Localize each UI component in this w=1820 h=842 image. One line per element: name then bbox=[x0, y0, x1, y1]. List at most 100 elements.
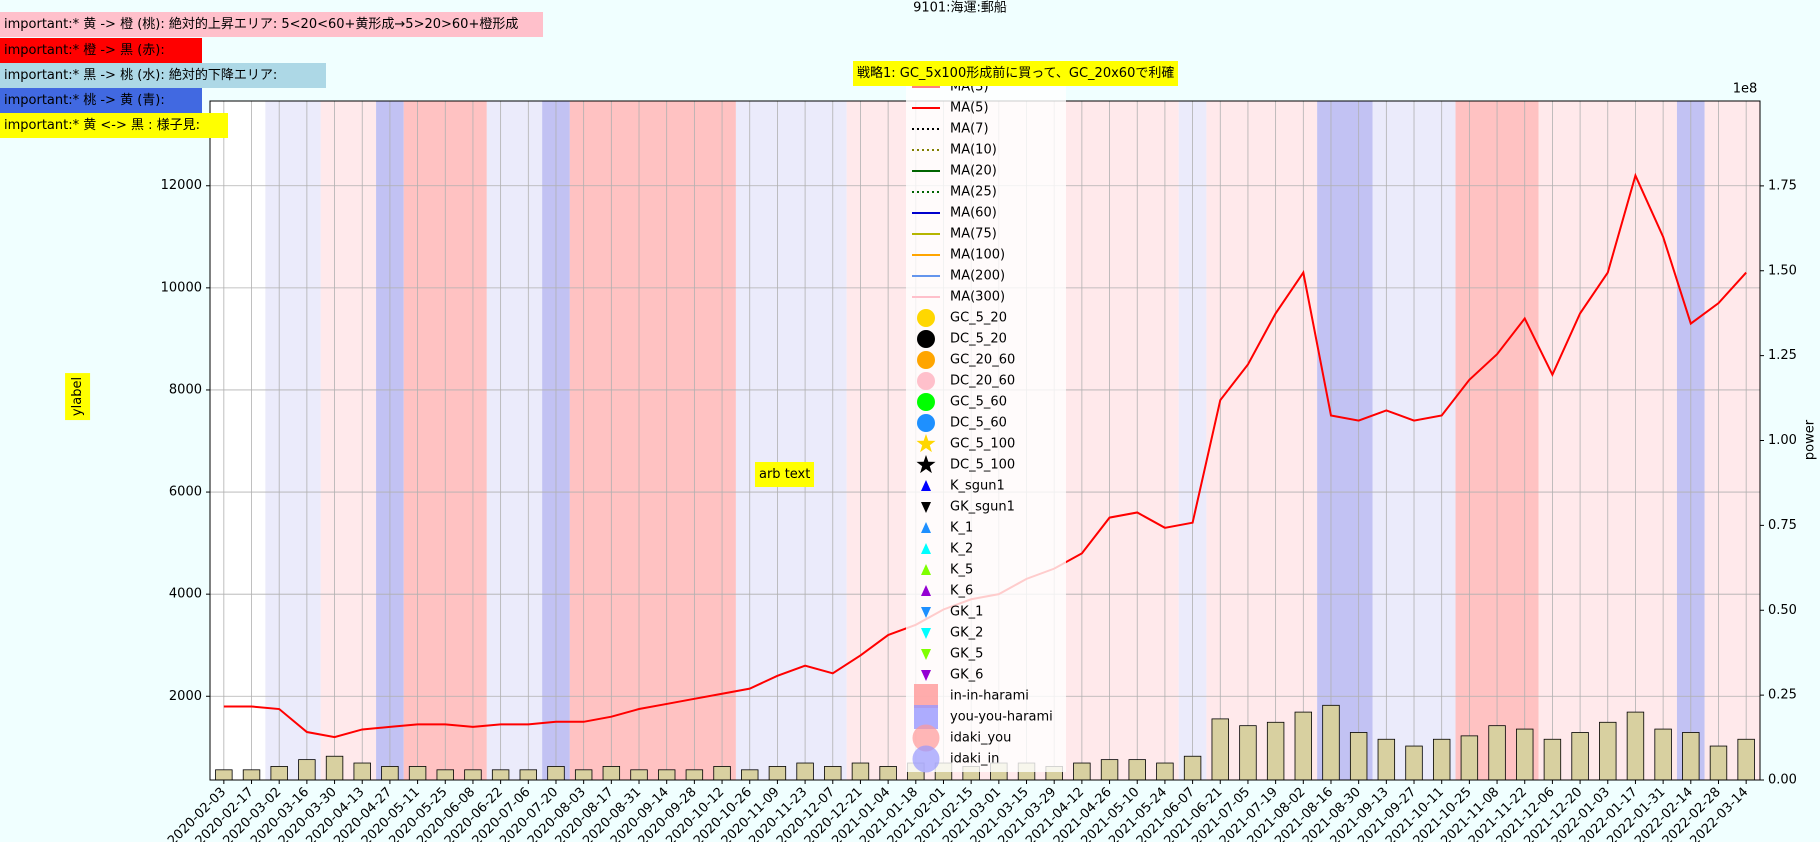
volume-bar bbox=[1183, 755, 1202, 781]
legend-label: MA(60) bbox=[950, 206, 997, 221]
legend-marker bbox=[921, 543, 931, 554]
legend-label: in-in-harami bbox=[950, 689, 1029, 704]
volume-bar bbox=[408, 766, 427, 781]
chart-title: 9101:海運:郵船 bbox=[913, 1, 1007, 16]
legend-marker bbox=[917, 372, 935, 390]
y2-label: power bbox=[1803, 419, 1818, 460]
legend-marker bbox=[912, 745, 940, 773]
annotation: important:* 黄 -> 橙 (桃): 絶対的上昇エリア: 5<20<6… bbox=[0, 12, 543, 37]
volume-bar bbox=[1488, 725, 1506, 781]
legend-label: K_sgun1 bbox=[950, 479, 1005, 494]
legend-marker bbox=[917, 351, 935, 369]
annotation: important:* 黒 -> 桃 (水): 絶対的下降エリア: bbox=[0, 63, 326, 88]
volume-bar bbox=[713, 766, 731, 781]
volume-bar bbox=[547, 766, 565, 781]
volume-bar bbox=[602, 766, 621, 781]
legend-label: K_6 bbox=[950, 584, 973, 599]
legend-label: GC_20_60 bbox=[950, 353, 1015, 368]
annotation: important:* 橙 -> 黒 (赤): bbox=[0, 38, 202, 63]
volume-bar bbox=[381, 766, 399, 781]
volume-bar bbox=[298, 759, 316, 781]
legend-label: idaki_you bbox=[950, 731, 1011, 746]
legend-label: GC_5_60 bbox=[950, 395, 1007, 410]
legend-marker bbox=[921, 522, 931, 533]
volume-bar bbox=[1073, 762, 1091, 781]
legend-marker bbox=[921, 585, 931, 596]
volume-bar bbox=[1349, 732, 1368, 781]
legend-label: MA(10) bbox=[950, 143, 997, 158]
legend-marker bbox=[921, 649, 931, 660]
volume-bar bbox=[879, 766, 897, 781]
legend-label: GK_5 bbox=[950, 647, 983, 662]
legend-label: MA(25) bbox=[950, 185, 997, 200]
volume-bar bbox=[574, 769, 593, 781]
shade-band bbox=[735, 101, 847, 780]
legend-label: DC_20_60 bbox=[950, 374, 1015, 389]
volume-bar bbox=[1239, 725, 1257, 781]
y-label: ylabel bbox=[65, 372, 91, 421]
volume-bar bbox=[768, 766, 787, 781]
legend-marker bbox=[921, 480, 931, 491]
volume-bar bbox=[1654, 728, 1672, 781]
legend-label: MA(5) bbox=[950, 101, 989, 116]
y2-tick-label: 0.25 bbox=[1768, 688, 1797, 703]
volume-bar bbox=[1405, 745, 1423, 781]
legend-label: GC_5_100 bbox=[950, 437, 1015, 452]
volume-bar bbox=[215, 769, 233, 781]
y-tick-label: 8000 bbox=[169, 382, 202, 397]
volume-bar bbox=[464, 769, 482, 781]
volume-bar bbox=[1737, 738, 1755, 781]
volume-bar bbox=[491, 769, 510, 781]
shade-band bbox=[569, 101, 736, 780]
y2-tick-label: 1.00 bbox=[1768, 433, 1797, 448]
volume-bar bbox=[242, 769, 261, 781]
volume-bar bbox=[1100, 759, 1119, 781]
legend-marker bbox=[917, 414, 935, 432]
volume-bar bbox=[657, 769, 676, 781]
volume-bar bbox=[1128, 759, 1146, 781]
volume-bar bbox=[1626, 711, 1645, 781]
y2-tick-label: 1.75 bbox=[1768, 178, 1797, 193]
legend-label: GC_5_20 bbox=[950, 311, 1007, 326]
y-tick-label: 2000 bbox=[169, 689, 202, 704]
volume-bar bbox=[1571, 732, 1589, 781]
y2-tick-label: 1.25 bbox=[1768, 348, 1797, 363]
volume-bar bbox=[1377, 738, 1396, 781]
y2-offset: 1e8 bbox=[1733, 82, 1758, 97]
legend-marker bbox=[914, 684, 938, 708]
legend-label: MA(300) bbox=[950, 290, 1005, 305]
y-tick-label: 6000 bbox=[169, 485, 202, 500]
volume-bar bbox=[630, 769, 648, 781]
legend-marker bbox=[917, 393, 935, 411]
shade-band bbox=[265, 101, 321, 780]
volume-bar bbox=[1266, 721, 1285, 781]
legend-label: DC_5_60 bbox=[950, 416, 1007, 431]
shade-band bbox=[320, 101, 377, 780]
legend-label: DC_5_100 bbox=[950, 458, 1015, 473]
volume-bar bbox=[1156, 762, 1174, 781]
volume-bar bbox=[1432, 738, 1451, 781]
shade-band bbox=[1206, 101, 1318, 780]
y-tick-label: 12000 bbox=[161, 178, 202, 193]
shade-band bbox=[1704, 101, 1760, 780]
annotation: important:* 黄 <-> 黒 : 様子見: bbox=[0, 113, 228, 138]
legend-marker bbox=[916, 455, 936, 474]
volume-bar bbox=[353, 762, 371, 781]
legend-label: GK_2 bbox=[950, 626, 983, 641]
y-tick-label: 4000 bbox=[169, 587, 202, 602]
legend-label: GK_sgun1 bbox=[950, 500, 1015, 515]
annotation: important:* 桃 -> 黄 (青): bbox=[0, 88, 202, 113]
legend-marker bbox=[916, 434, 936, 453]
volume-bar bbox=[1322, 704, 1340, 781]
legend-label: GK_6 bbox=[950, 668, 983, 683]
legend-label: K_2 bbox=[950, 542, 973, 557]
legend-marker bbox=[917, 309, 935, 327]
legend-label: MA(20) bbox=[950, 164, 997, 179]
legend-label: DC_5_20 bbox=[950, 332, 1007, 347]
volume-bar bbox=[824, 766, 842, 781]
legend-label: idaki_in bbox=[950, 752, 999, 767]
shade-band bbox=[486, 101, 543, 780]
legend-marker bbox=[917, 330, 935, 348]
